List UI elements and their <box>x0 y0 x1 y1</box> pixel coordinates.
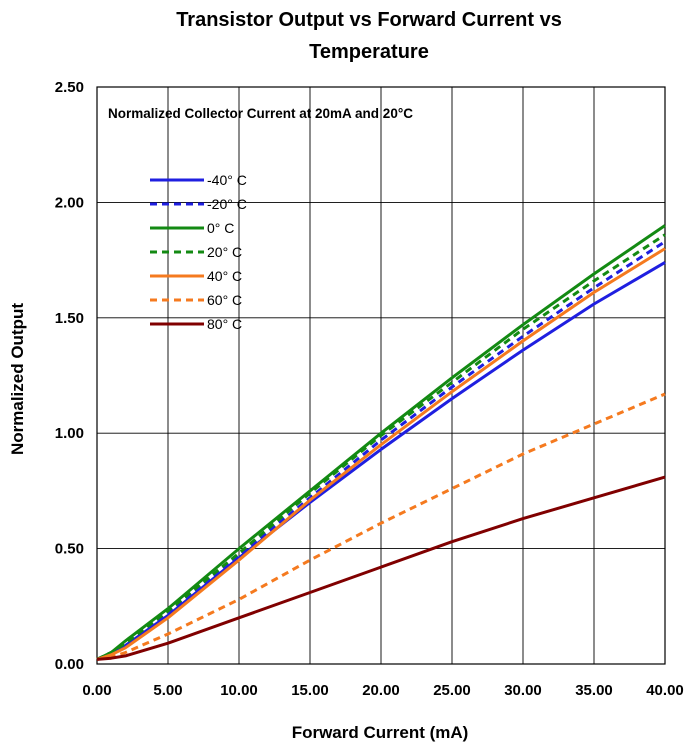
x-tick-label: 20.00 <box>362 682 400 699</box>
x-tick-label: 25.00 <box>433 682 471 699</box>
legend-label: 0° C <box>207 220 234 236</box>
plot-area <box>96 86 666 665</box>
chart-annotation: Normalized Collector Current at 20mA and… <box>108 106 413 121</box>
chart-title-line1: Transistor Output vs Forward Current vs <box>176 9 562 31</box>
y-tick-label: 0.00 <box>55 656 84 673</box>
legend-label: 20° C <box>207 244 242 260</box>
legend-label: 80° C <box>207 316 242 332</box>
x-tick-label: 15.00 <box>291 682 329 699</box>
y-tick-label: 1.50 <box>55 310 84 327</box>
legend: -40° C -20° C 0° C 20° C 40° C 60° C 80° C <box>150 172 247 332</box>
x-tick-labels: 0.00 5.00 10.00 15.00 20.00 25.00 30.00 35.00 40… <box>82 682 683 699</box>
y-tick-label: 0.50 <box>55 541 84 558</box>
series-line-3 <box>96 233 666 661</box>
legend-label: -40° C <box>207 172 247 188</box>
gridlines <box>96 86 666 665</box>
series-line-6 <box>96 475 666 661</box>
y-tick-labels: 0.00 0.50 1.00 1.50 2.00 2.50 <box>55 79 84 673</box>
y-axis-label: Normalized Output <box>8 303 27 455</box>
legend-label: -20° C <box>207 196 247 212</box>
legend-label: 60° C <box>207 292 242 308</box>
series-line-4 <box>96 247 666 661</box>
x-axis-label: Forward Current (mA) <box>292 723 469 742</box>
chart-title-line2: Temperature <box>309 41 429 63</box>
x-tick-label: 35.00 <box>575 682 613 699</box>
x-tick-label: 10.00 <box>220 682 258 699</box>
series-line-5 <box>96 392 666 661</box>
legend-label: 40° C <box>207 268 242 284</box>
series-layer <box>96 224 666 661</box>
y-tick-label: 2.00 <box>55 194 84 211</box>
y-tick-label: 1.00 <box>55 425 84 442</box>
x-tick-label: 30.00 <box>504 682 542 699</box>
x-tick-label: 0.00 <box>82 682 111 699</box>
y-tick-label: 2.50 <box>55 79 84 96</box>
x-tick-label: 5.00 <box>153 682 182 699</box>
x-tick-label: 40.00 <box>646 682 684 699</box>
